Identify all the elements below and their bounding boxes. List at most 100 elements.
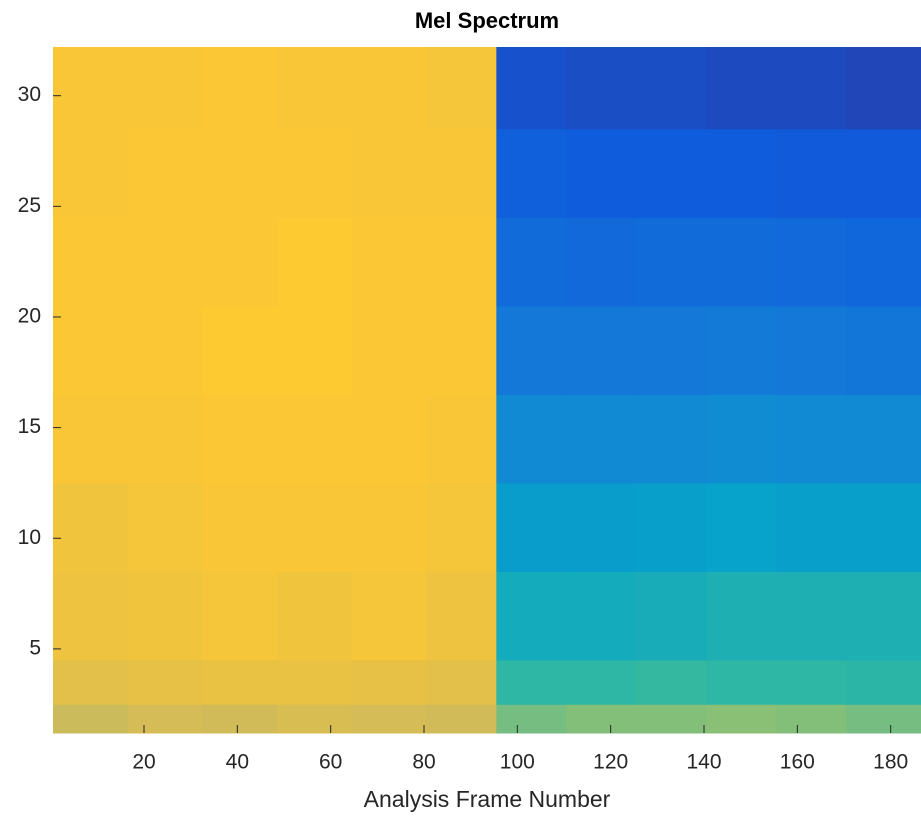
- heatmap-cell: [706, 305, 777, 395]
- heatmap-cell: [776, 47, 847, 130]
- heatmap-cell: [776, 482, 847, 572]
- x-tick-label: 20: [132, 751, 155, 774]
- heatmap-cell: [776, 571, 847, 661]
- heatmap-cell: [53, 704, 129, 734]
- heatmap-cell: [776, 659, 847, 705]
- heatmap-cell: [351, 394, 427, 484]
- heatmap-cell: [127, 394, 203, 484]
- heatmap-cell: [53, 659, 129, 705]
- heatmap-cell: [566, 704, 637, 734]
- heatmap-cell: [202, 128, 278, 218]
- heatmap-cell: [566, 482, 637, 572]
- heatmap-cell: [351, 571, 427, 661]
- heatmap-cell: [277, 128, 353, 218]
- heatmap-cell: [53, 571, 129, 661]
- heatmap-cell: [776, 217, 847, 307]
- heatmap-cell: [351, 128, 427, 218]
- heatmap-cell: [277, 394, 353, 484]
- heatmap-cell: [426, 571, 497, 661]
- y-tick-label: 10: [18, 526, 41, 549]
- heatmap-cell: [496, 704, 567, 734]
- heatmap-cell: [277, 305, 353, 395]
- heatmap-cell: [636, 659, 707, 705]
- heatmap-cell: [351, 659, 427, 705]
- heatmap-cell: [566, 305, 637, 395]
- heatmap-cell: [496, 47, 567, 130]
- heatmap-cell: [53, 47, 129, 130]
- y-tick-label: 30: [18, 83, 41, 106]
- heatmap-cell: [426, 704, 497, 734]
- heatmap-cell: [496, 659, 567, 705]
- heatmap-cell: [127, 217, 203, 307]
- heatmap-cell: [127, 571, 203, 661]
- heatmap-cell: [636, 128, 707, 218]
- heatmap-cell: [202, 47, 278, 130]
- heatmap-cell: [776, 305, 847, 395]
- heatmap-cell: [706, 571, 777, 661]
- heatmap-cell: [706, 217, 777, 307]
- heatmap-cell: [202, 482, 278, 572]
- heatmap-cell: [496, 571, 567, 661]
- heatmap-cell: [846, 482, 921, 572]
- heatmap-cell: [566, 128, 637, 218]
- heatmap-cell: [706, 394, 777, 484]
- heatmap-cell: [636, 305, 707, 395]
- y-tick-label: 15: [18, 415, 41, 438]
- heatmap-cell: [426, 47, 497, 130]
- heatmap-cell: [277, 482, 353, 572]
- heatmap-cell: [202, 704, 278, 734]
- heatmap-cell: [202, 394, 278, 484]
- x-tick-label: 160: [780, 751, 815, 774]
- x-axis-label: Analysis Frame Number: [364, 786, 611, 812]
- heatmap-cell: [53, 305, 129, 395]
- heatmap-cell: [496, 305, 567, 395]
- heatmap-cell: [706, 128, 777, 218]
- heatmap-cell: [776, 128, 847, 218]
- heatmap-cell: [53, 394, 129, 484]
- y-tick-label: 25: [18, 194, 41, 217]
- heatmap-cell: [351, 704, 427, 734]
- heatmap-cell: [566, 659, 637, 705]
- heatmap-cell: [127, 47, 203, 130]
- heatmap-cell: [846, 128, 921, 218]
- heatmap-cell: [202, 659, 278, 705]
- heatmap-cell: [776, 704, 847, 734]
- heatmap-cell: [426, 659, 497, 705]
- heatmap-cell: [566, 571, 637, 661]
- heatmap-cell: [426, 482, 497, 572]
- x-tick-label: 80: [412, 751, 435, 774]
- heatmap-cell: [127, 659, 203, 705]
- heatmap-cell: [496, 217, 567, 307]
- heatmap-cell: [706, 704, 777, 734]
- heatmap-cell: [351, 482, 427, 572]
- x-tick-label: 100: [500, 751, 535, 774]
- heatmap-cell: [426, 305, 497, 395]
- heatmap-cell: [127, 305, 203, 395]
- heatmap-cell: [202, 305, 278, 395]
- heatmap-cell: [127, 704, 203, 734]
- heatmap-cell: [277, 704, 353, 734]
- y-tick-label: 5: [29, 636, 41, 659]
- heatmap-cell: [351, 217, 427, 307]
- x-tick-label: 60: [319, 751, 342, 774]
- heatmap-cell: [426, 217, 497, 307]
- heatmap-cell: [566, 47, 637, 130]
- heatmap-cell: [426, 394, 497, 484]
- x-tick-label: 40: [226, 751, 249, 774]
- chart-title: Mel Spectrum: [415, 8, 559, 33]
- heatmap-cell: [636, 217, 707, 307]
- heatmap-cell: [426, 128, 497, 218]
- heatmap-cell: [706, 659, 777, 705]
- heatmap-cell: [636, 571, 707, 661]
- heatmap-cell: [846, 394, 921, 484]
- heatmap-cell: [277, 659, 353, 705]
- heatmap-cell: [496, 394, 567, 484]
- heatmap-cell: [202, 217, 278, 307]
- heatmap-cell: [277, 217, 353, 307]
- x-tick-label: 180: [873, 751, 908, 774]
- heatmap-cell: [846, 659, 921, 705]
- heatmap-cell: [636, 47, 707, 130]
- x-tick-label: 140: [686, 751, 721, 774]
